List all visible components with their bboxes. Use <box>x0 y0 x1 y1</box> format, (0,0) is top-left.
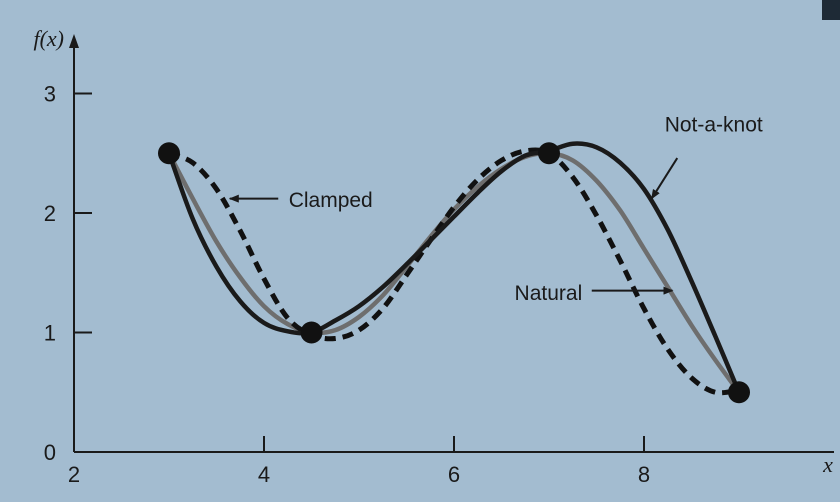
series-line-not-a-knot <box>166 141 742 394</box>
x-axis-label: x <box>822 452 833 477</box>
y-tick-label: 3 <box>44 82 56 107</box>
y-ticks: 0 1 2 3 <box>44 82 92 465</box>
y-tick-label: 0 <box>44 440 56 465</box>
axes <box>69 34 834 453</box>
y-axis-label: f(x) <box>33 26 64 51</box>
natural-label: Natural <box>515 282 583 305</box>
y-tick-label: 2 <box>44 201 56 226</box>
annotations: Not-a-knot Natural Clamped <box>228 114 763 305</box>
x-tick-label: 2 <box>68 462 80 487</box>
data-point <box>538 142 560 165</box>
data-points <box>158 142 750 404</box>
not-a-knot-label: Not-a-knot <box>665 114 763 137</box>
series-layer <box>166 141 742 396</box>
x-ticks: 2 4 6 8 <box>68 436 650 487</box>
series-line-natural <box>167 150 741 394</box>
clamped-label: Clamped <box>289 189 373 212</box>
corner-mark <box>822 0 840 20</box>
data-point <box>158 142 180 165</box>
y-axis-arrow-icon <box>69 34 79 48</box>
x-tick-label: 4 <box>258 462 270 487</box>
data-point <box>728 381 750 404</box>
y-tick-label: 1 <box>44 321 56 346</box>
data-point <box>300 321 323 344</box>
x-tick-label: 8 <box>638 462 650 487</box>
not-a-knot-arrow <box>650 157 679 200</box>
x-tick-label: 6 <box>448 462 460 487</box>
series-line-clamped <box>168 147 740 396</box>
